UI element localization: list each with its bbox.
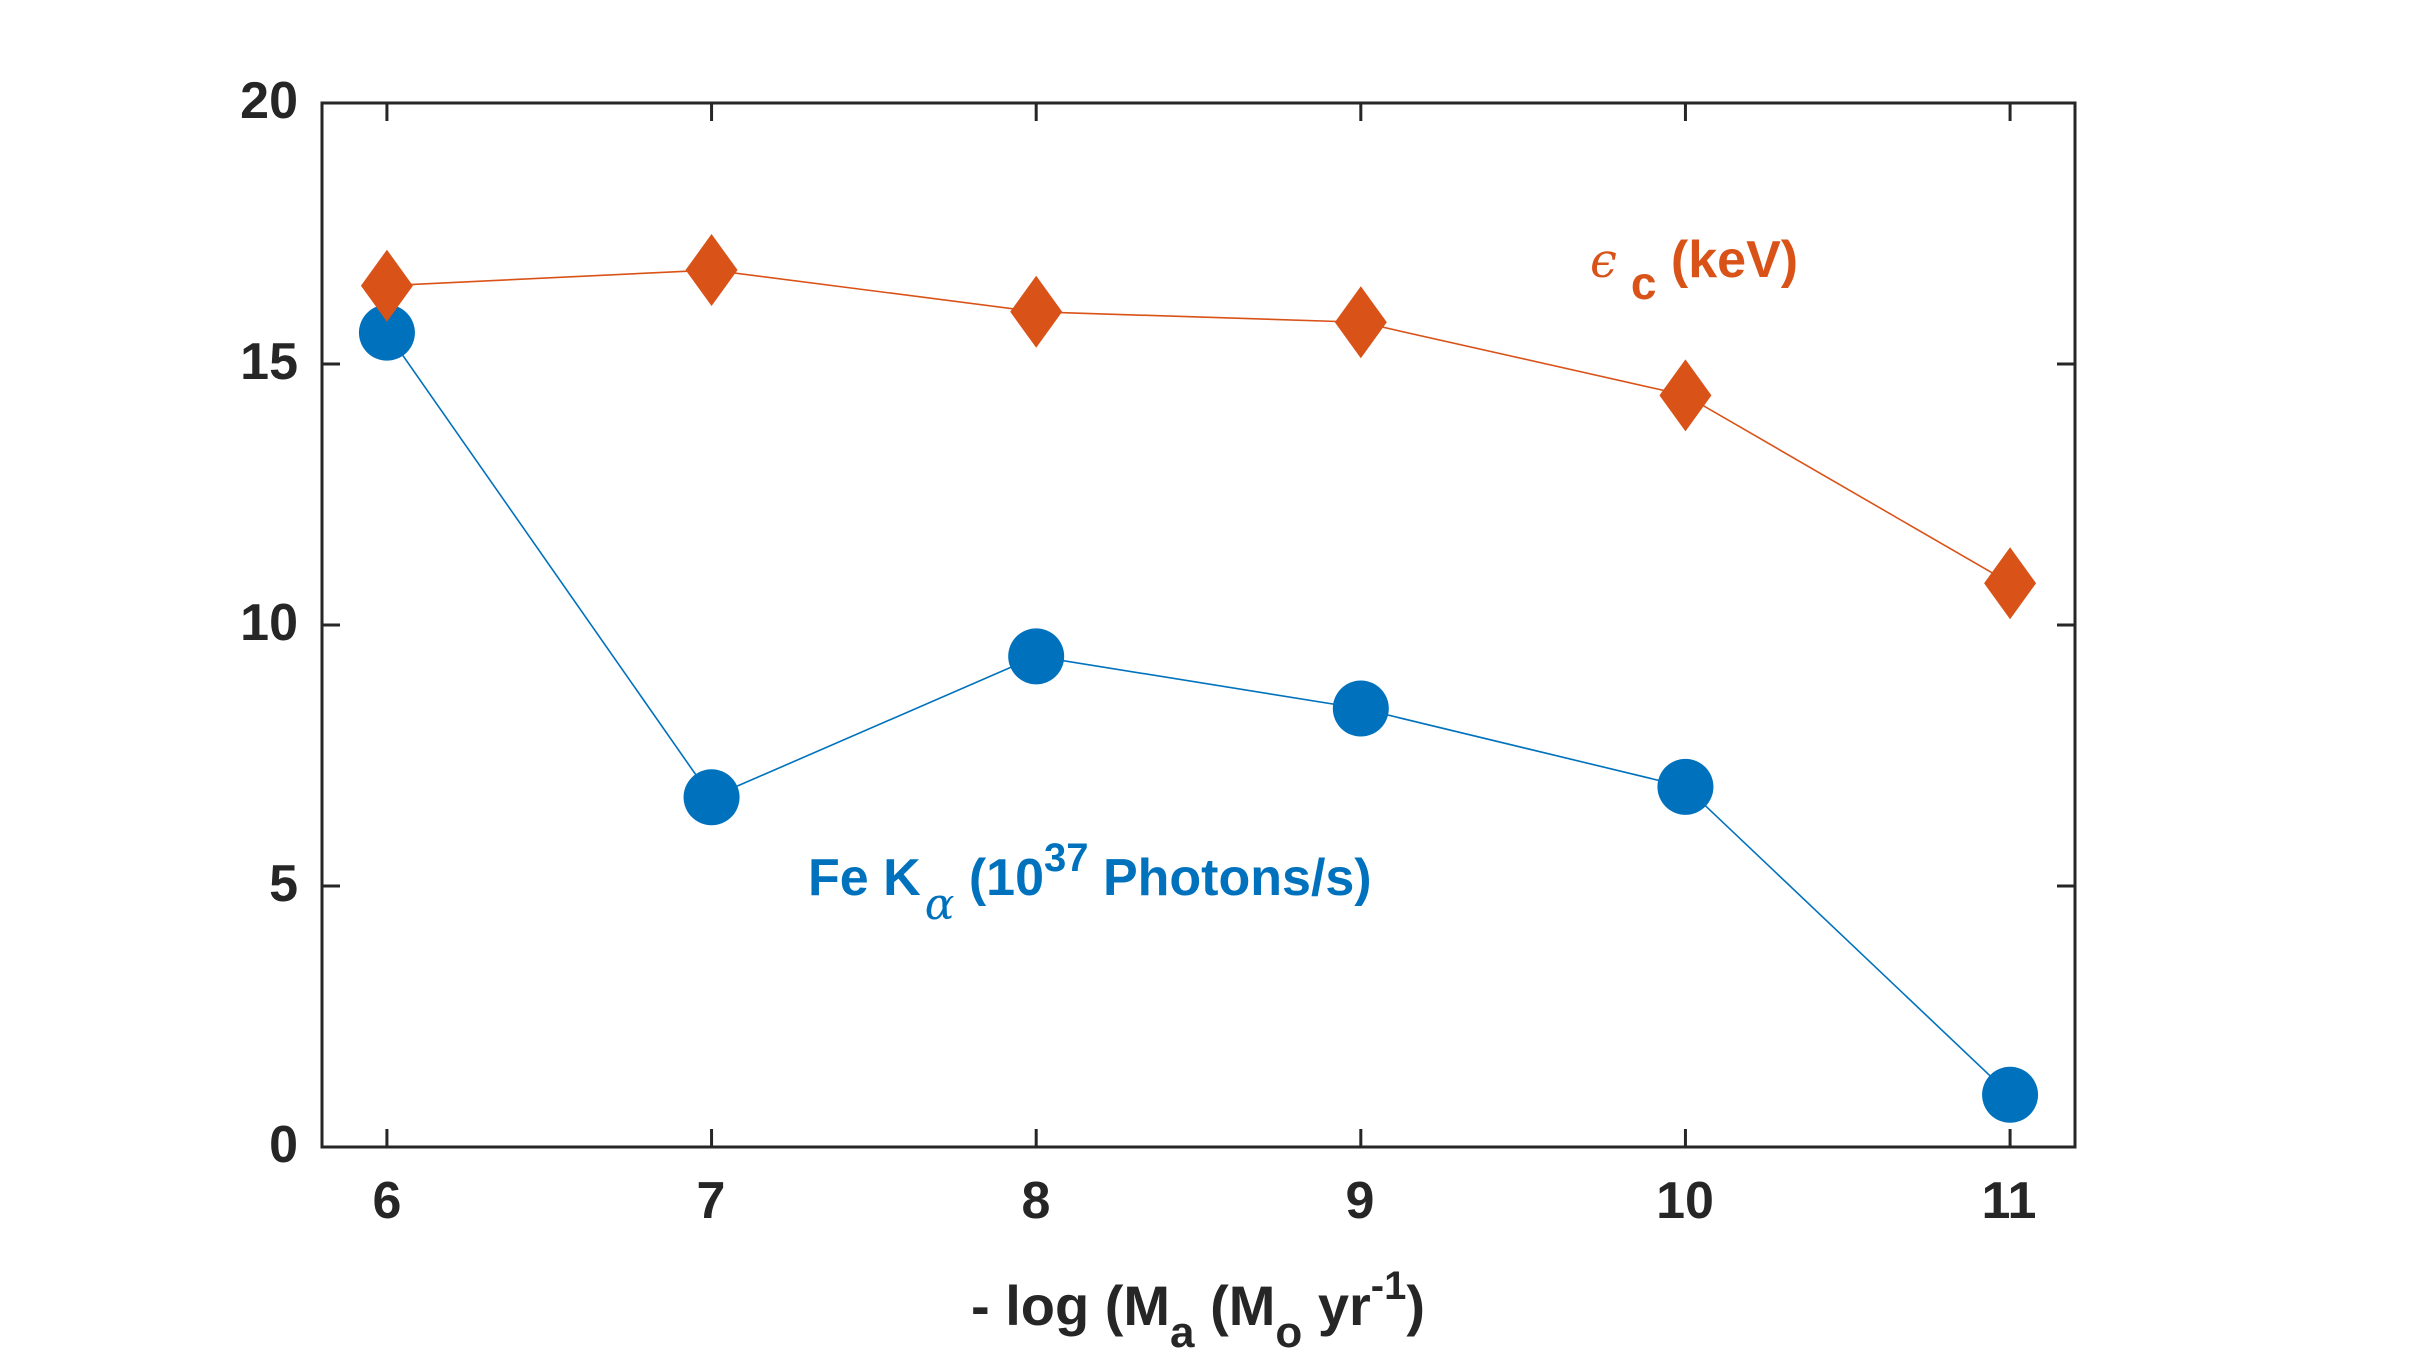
- ec-point-9: [1334, 286, 1387, 359]
- ec-label-greek: ϵ: [1590, 233, 1617, 289]
- series-lines: [386, 269, 2011, 1096]
- y-tick-label-10: 10: [240, 594, 298, 652]
- x-tick-label-6: 6: [373, 1172, 402, 1230]
- kalpha-point-8: [1008, 628, 1065, 685]
- ec-point-10: [1659, 359, 1712, 432]
- kalpha-point-6: [358, 304, 415, 361]
- series-line-kalpha: [386, 332, 2011, 1096]
- x-tick-label-9: 9: [1346, 1172, 1375, 1230]
- kalpha-label-sup: 37: [1044, 836, 1089, 880]
- x-axis-label-sub1: a: [1170, 1308, 1195, 1350]
- series-line-ec: [386, 269, 2011, 584]
- ec-point-8: [1010, 275, 1063, 348]
- kalpha-point-11: [1982, 1066, 2039, 1123]
- y-tick-label-20: 20: [240, 72, 298, 130]
- ec-label-text: (keV): [1656, 231, 1798, 289]
- kalpha-point-7: [683, 769, 740, 826]
- y-tick-label-15: 15: [240, 333, 298, 391]
- kalpha-label-text1: Fe K: [808, 849, 921, 907]
- ec-point-6: [360, 249, 413, 322]
- x-tick-label-8: 8: [1022, 1172, 1051, 1230]
- kalpha-series-label: Fe Kα (1037 Photons/s): [808, 836, 1372, 930]
- series-markers: [358, 234, 2039, 1123]
- kalpha-label-text3: Photons/s): [1089, 849, 1372, 907]
- y-tick-label-5: 5: [269, 855, 298, 913]
- x-axis-label-mid2: yr: [1302, 1274, 1371, 1337]
- x-axis-label: - log (Ma (Mo yr-1): [971, 1264, 1425, 1350]
- x-tick-label-10: 10: [1656, 1172, 1714, 1230]
- x-axis-label-suffix: ): [1406, 1274, 1425, 1337]
- x-tick-label-11: 11: [1982, 1172, 2037, 1230]
- x-axis-label-prefix: - log (M: [971, 1274, 1170, 1337]
- kalpha-label-text2: (10: [954, 849, 1044, 907]
- kalpha-point-10: [1657, 758, 1714, 815]
- ec-point-7: [685, 234, 738, 307]
- axis-ticks: [322, 101, 2075, 1149]
- kalpha-point-9: [1332, 680, 1389, 737]
- plot-area-frame: [320, 101, 2077, 1149]
- x-axis-label-mid: (M: [1195, 1274, 1276, 1337]
- x-axis-label-sup: -1: [1371, 1264, 1407, 1308]
- x-axis-label-sub2: o: [1275, 1308, 1302, 1350]
- y-tick-label-0: 0: [269, 1116, 298, 1174]
- x-tick-label-7: 7: [697, 1172, 726, 1230]
- kalpha-label-sub: α: [925, 879, 955, 930]
- ec-point-11: [1984, 547, 2037, 620]
- ec-label-sub: c: [1631, 257, 1657, 309]
